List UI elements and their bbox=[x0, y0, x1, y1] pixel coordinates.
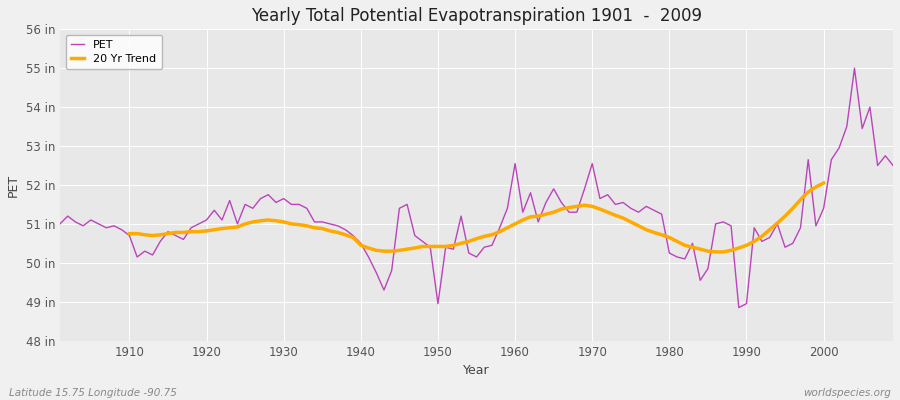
Line: 20 Yr Trend: 20 Yr Trend bbox=[130, 183, 824, 252]
Title: Yearly Total Potential Evapotranspiration 1901  -  2009: Yearly Total Potential Evapotranspiratio… bbox=[251, 7, 702, 25]
PET bbox=[55, 222, 66, 226]
20 Yr Trend bbox=[286, 222, 297, 226]
PET bbox=[602, 192, 613, 197]
PET bbox=[887, 163, 898, 168]
PET bbox=[286, 202, 297, 207]
Line: PET: PET bbox=[60, 68, 893, 308]
20 Yr Trend bbox=[811, 184, 822, 189]
X-axis label: Year: Year bbox=[464, 364, 490, 377]
20 Yr Trend bbox=[718, 250, 729, 254]
Text: worldspecies.org: worldspecies.org bbox=[803, 388, 891, 398]
PET bbox=[332, 224, 343, 228]
PET bbox=[509, 161, 520, 166]
Text: Latitude 15.75 Longitude -90.75: Latitude 15.75 Longitude -90.75 bbox=[9, 388, 177, 398]
20 Yr Trend bbox=[124, 231, 135, 236]
20 Yr Trend bbox=[710, 250, 721, 254]
Legend: PET, 20 Yr Trend: PET, 20 Yr Trend bbox=[66, 35, 162, 70]
20 Yr Trend bbox=[302, 224, 312, 228]
PET bbox=[116, 227, 127, 232]
PET bbox=[849, 66, 859, 70]
20 Yr Trend bbox=[803, 190, 814, 194]
PET bbox=[734, 305, 744, 310]
Y-axis label: PET: PET bbox=[7, 173, 20, 196]
20 Yr Trend bbox=[818, 181, 829, 186]
20 Yr Trend bbox=[209, 227, 220, 232]
PET bbox=[502, 206, 513, 211]
